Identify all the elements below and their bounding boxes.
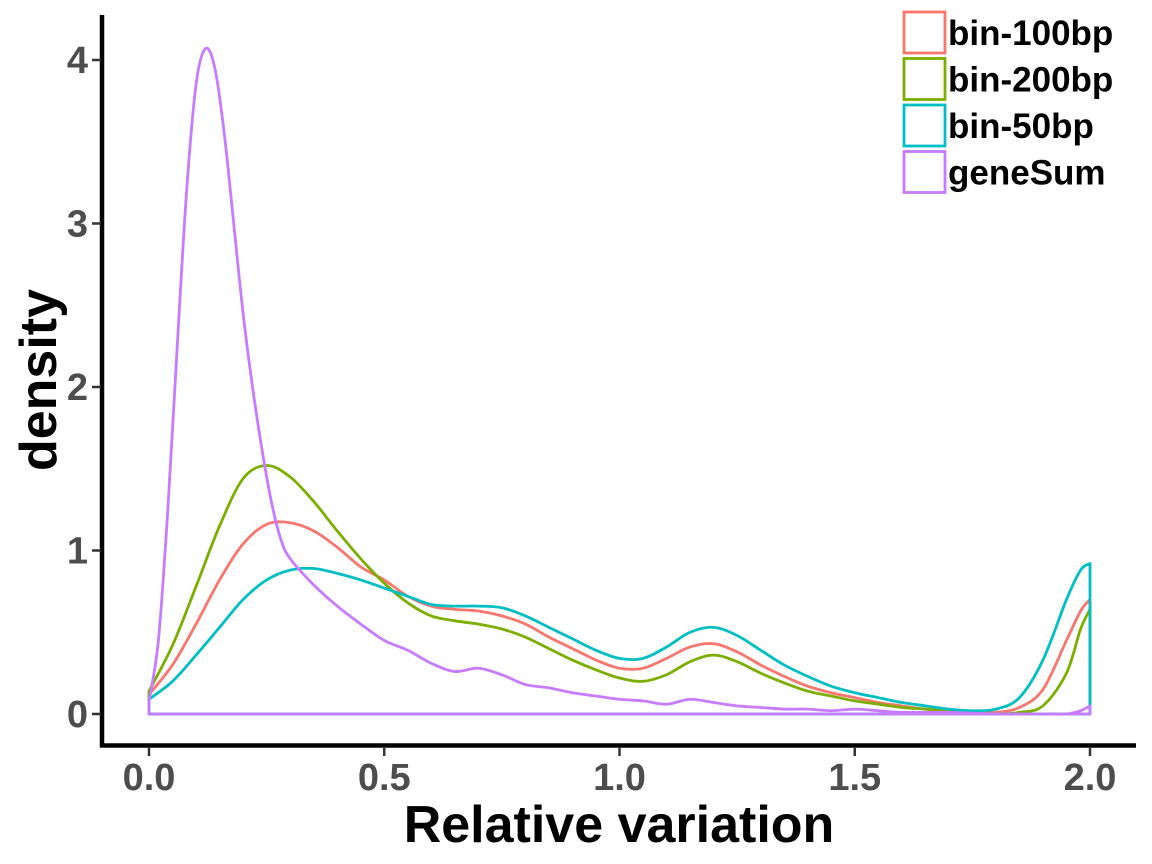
y-tick-label: 4 — [67, 40, 88, 82]
legend-label-genesum: geneSum — [948, 154, 1106, 193]
legend-key-bin-100bp — [902, 10, 947, 55]
legend-item-genesum: geneSum — [902, 150, 1106, 194]
x-tick-label: 1.5 — [828, 757, 881, 799]
legend-item-bin-200bp: bin-200bp — [902, 57, 1113, 101]
legend-item-bin-100bp: bin-100bp — [902, 10, 1113, 55]
legend-key-genesum — [902, 150, 947, 194]
series-line-bin-100bp — [147, 520, 1092, 716]
y-tick-label: 3 — [67, 204, 88, 246]
series-line-bin-200bp — [147, 464, 1092, 716]
x-tick-label: 2.0 — [1064, 757, 1117, 799]
series-layer — [147, 46, 1092, 716]
legend-item-bin-50bp: bin-50bp — [902, 103, 1094, 148]
y-axis-title: density — [10, 289, 68, 471]
legend-label-bin-50bp: bin-50bp — [948, 107, 1094, 146]
y-tick-label: 0 — [67, 694, 88, 736]
x-tick-label: 0.0 — [123, 757, 176, 799]
y-tick-label: 1 — [67, 531, 88, 573]
legend-label-bin-100bp: bin-100bp — [948, 14, 1113, 53]
series-line-bin-50bp — [147, 562, 1092, 716]
legend: bin-100bp bin-200bp bin-50bp geneSum — [902, 10, 1113, 194]
x-axis-ticks: 0.0 0.5 1.0 1.5 2.0 — [123, 747, 1117, 799]
y-axis-ticks: 0 1 2 3 4 — [67, 40, 101, 736]
plot-area: 0.0 0.5 1.0 1.5 2.0 0 1 2 3 4 — [67, 15, 1136, 799]
x-axis-title: Relative variation — [404, 796, 835, 854]
x-tick-label: 1.0 — [593, 757, 646, 799]
series-line-genesum — [147, 46, 1092, 716]
legend-key-bin-50bp — [902, 103, 947, 148]
y-tick-label: 2 — [67, 367, 88, 409]
legend-label-bin-200bp: bin-200bp — [948, 61, 1113, 100]
x-tick-label: 0.5 — [358, 757, 411, 799]
legend-key-bin-200bp — [902, 57, 947, 101]
